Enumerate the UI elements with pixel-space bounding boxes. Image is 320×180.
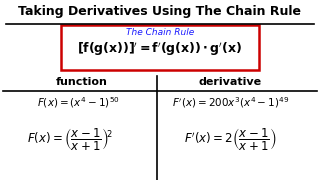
Text: The Chain Rule: The Chain Rule — [126, 28, 194, 37]
Text: $\mathbf{[f(g(x))]' = f'(g(x))\cdot g'(x)}$: $\mathbf{[f(g(x))]' = f'(g(x))\cdot g'(x… — [77, 40, 243, 58]
Text: derivative: derivative — [199, 76, 262, 87]
Text: $F(x) = \left(\dfrac{x - 1}{x + 1}\right)^{\!2}$: $F(x) = \left(\dfrac{x - 1}{x + 1}\right… — [27, 126, 114, 152]
FancyBboxPatch shape — [61, 25, 259, 70]
Text: function: function — [56, 76, 108, 87]
Text: Taking Derivatives Using The Chain Rule: Taking Derivatives Using The Chain Rule — [19, 5, 301, 18]
Text: $F(x) = (x^4 - 1)^{50}$: $F(x) = (x^4 - 1)^{50}$ — [37, 95, 120, 110]
Text: $F'(x) = 2\left(\dfrac{x - 1}{x + 1}\right)$: $F'(x) = 2\left(\dfrac{x - 1}{x + 1}\rig… — [184, 126, 276, 152]
Text: $F'(x) = 200x^3(x^4 - 1)^{49}$: $F'(x) = 200x^3(x^4 - 1)^{49}$ — [172, 95, 289, 110]
